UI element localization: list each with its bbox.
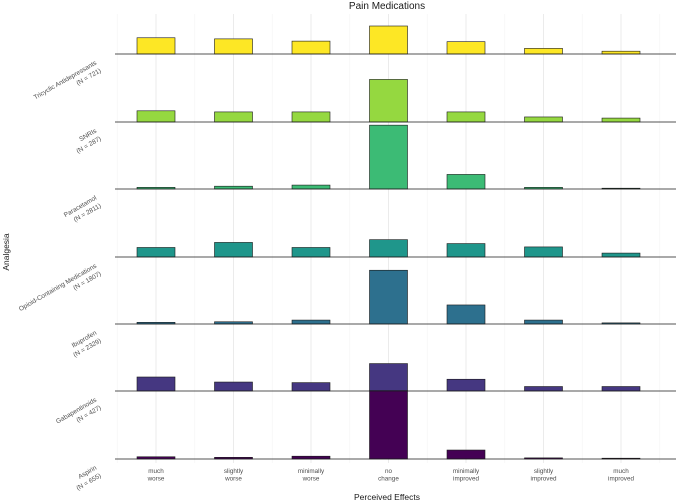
bar [214, 242, 253, 258]
x-tick-label-line: improved [608, 476, 634, 483]
bar [446, 449, 486, 460]
series-label: SNRIs(N = 287) [71, 127, 103, 155]
bar [369, 363, 408, 392]
bar [446, 174, 486, 190]
bar [291, 247, 331, 258]
x-tick-label-line: worse [302, 476, 320, 483]
bar [446, 111, 486, 123]
bar [214, 381, 253, 392]
series-label: Tricyclic Antidepressants(N = 721) [33, 59, 103, 109]
series-label: Aspirin(N = 655) [71, 464, 103, 492]
x-tick-label-line: improved [453, 476, 479, 483]
bar [369, 269, 408, 325]
bar [369, 390, 408, 460]
x-tick-label: much worse [147, 468, 165, 483]
bar [291, 319, 331, 325]
bar [601, 50, 641, 55]
series-label: Paracetamol(N = 2811) [63, 194, 103, 226]
x-tick-label-line: improved [531, 476, 557, 483]
series-label: Opioid-Containing Medications(N = 1807) [18, 262, 103, 320]
bar [214, 185, 253, 190]
x-tick-label: much improved [608, 468, 634, 483]
bar [214, 38, 253, 55]
x-tick-label-line: minimally [298, 468, 325, 475]
bar [369, 25, 408, 55]
y-labels: Tricyclic Antidepressants(N = 721) SNRIs(… [18, 59, 103, 492]
chart-title: Pain Medications [349, 1, 425, 12]
bar [524, 48, 563, 55]
bar [446, 378, 486, 392]
bar [524, 386, 563, 392]
bar [136, 37, 176, 55]
x-axis-title: Perceived Effects [354, 492, 420, 502]
bar [524, 319, 563, 325]
series-name: Opioid-Containing Medications [18, 262, 99, 313]
x-tick-label-line: much [148, 468, 164, 475]
bar [369, 124, 408, 190]
x-tick-label: slightly improved [531, 468, 557, 483]
series-label: Ibuprofen(N = 2329) [68, 329, 103, 359]
x-tick-label-line: minimally [453, 468, 480, 475]
baselines-layer [115, 53, 676, 460]
bar [136, 110, 176, 123]
bar [446, 243, 486, 258]
bar [369, 79, 408, 123]
bar [291, 111, 331, 123]
x-tick-label-line: slightly [224, 468, 244, 475]
bar [291, 455, 331, 460]
bar [601, 252, 641, 258]
bar [291, 382, 331, 392]
x-tick-label-line: change [378, 476, 399, 483]
series-label: Gabapentinoids(N = 427) [55, 396, 103, 433]
bar [291, 40, 331, 55]
bar [601, 386, 641, 392]
x-tick-label-line: worse [147, 476, 165, 483]
bars-layer [136, 25, 641, 460]
bar [136, 376, 176, 392]
y-axis-title: Analgesia [1, 233, 11, 271]
bar [446, 41, 486, 55]
x-tick-label-line: slightly [534, 468, 554, 475]
x-tick-label: minimally improved [453, 468, 480, 483]
x-tick-label: no change [378, 468, 399, 483]
x-tick-label: minimally worse [298, 468, 325, 483]
bar [136, 247, 176, 258]
bar [601, 117, 641, 123]
grid-lines [116, 14, 661, 463]
x-tick-label-line: worse [224, 476, 242, 483]
bar [446, 304, 486, 325]
bar [524, 116, 563, 123]
bar [524, 246, 563, 258]
bar [291, 184, 331, 190]
x-tick-label-line: much [613, 468, 629, 475]
bar [369, 239, 408, 258]
x-tick-label-line: no [385, 468, 393, 475]
x-tick-label: slightly worse [224, 468, 244, 483]
bar [214, 111, 253, 123]
